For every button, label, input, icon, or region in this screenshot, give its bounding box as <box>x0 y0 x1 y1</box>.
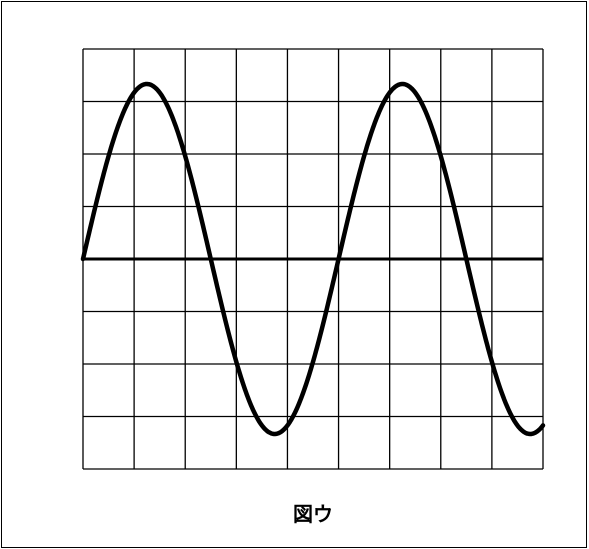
oscilloscope-grid <box>82 48 544 470</box>
waveform <box>80 81 546 437</box>
figure-caption: 図ウ <box>293 502 333 526</box>
